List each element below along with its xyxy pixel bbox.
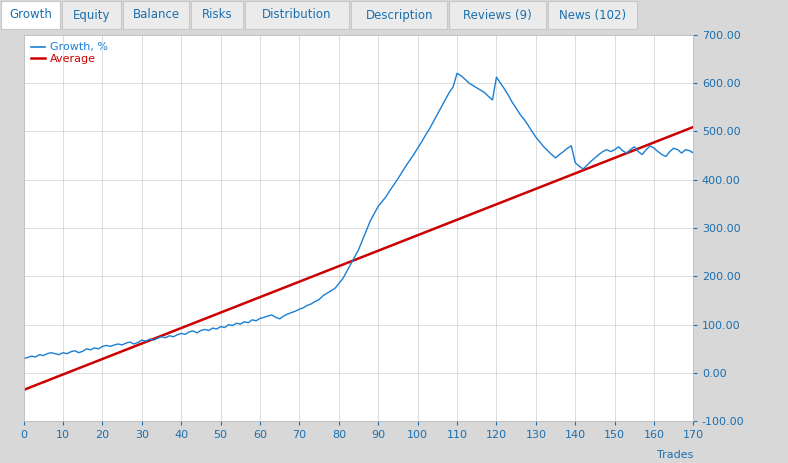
Text: Equity: Equity: [72, 8, 110, 21]
Text: Balance: Balance: [132, 8, 180, 21]
Bar: [245, 1, 349, 29]
Text: News (102): News (102): [559, 8, 626, 21]
Text: Distribution: Distribution: [262, 8, 332, 21]
Bar: [191, 1, 243, 29]
Legend: Growth, %, Average: Growth, %, Average: [29, 40, 110, 66]
Text: Risks: Risks: [202, 8, 232, 21]
Text: Reviews (9): Reviews (9): [463, 8, 532, 21]
Bar: [123, 1, 189, 29]
Bar: [351, 1, 448, 29]
Bar: [449, 1, 546, 29]
Bar: [548, 1, 637, 29]
Text: Description: Description: [366, 8, 433, 21]
Text: Growth: Growth: [9, 8, 52, 21]
Bar: [62, 1, 121, 29]
Bar: [1, 1, 60, 29]
Text: Trades: Trades: [657, 450, 693, 460]
